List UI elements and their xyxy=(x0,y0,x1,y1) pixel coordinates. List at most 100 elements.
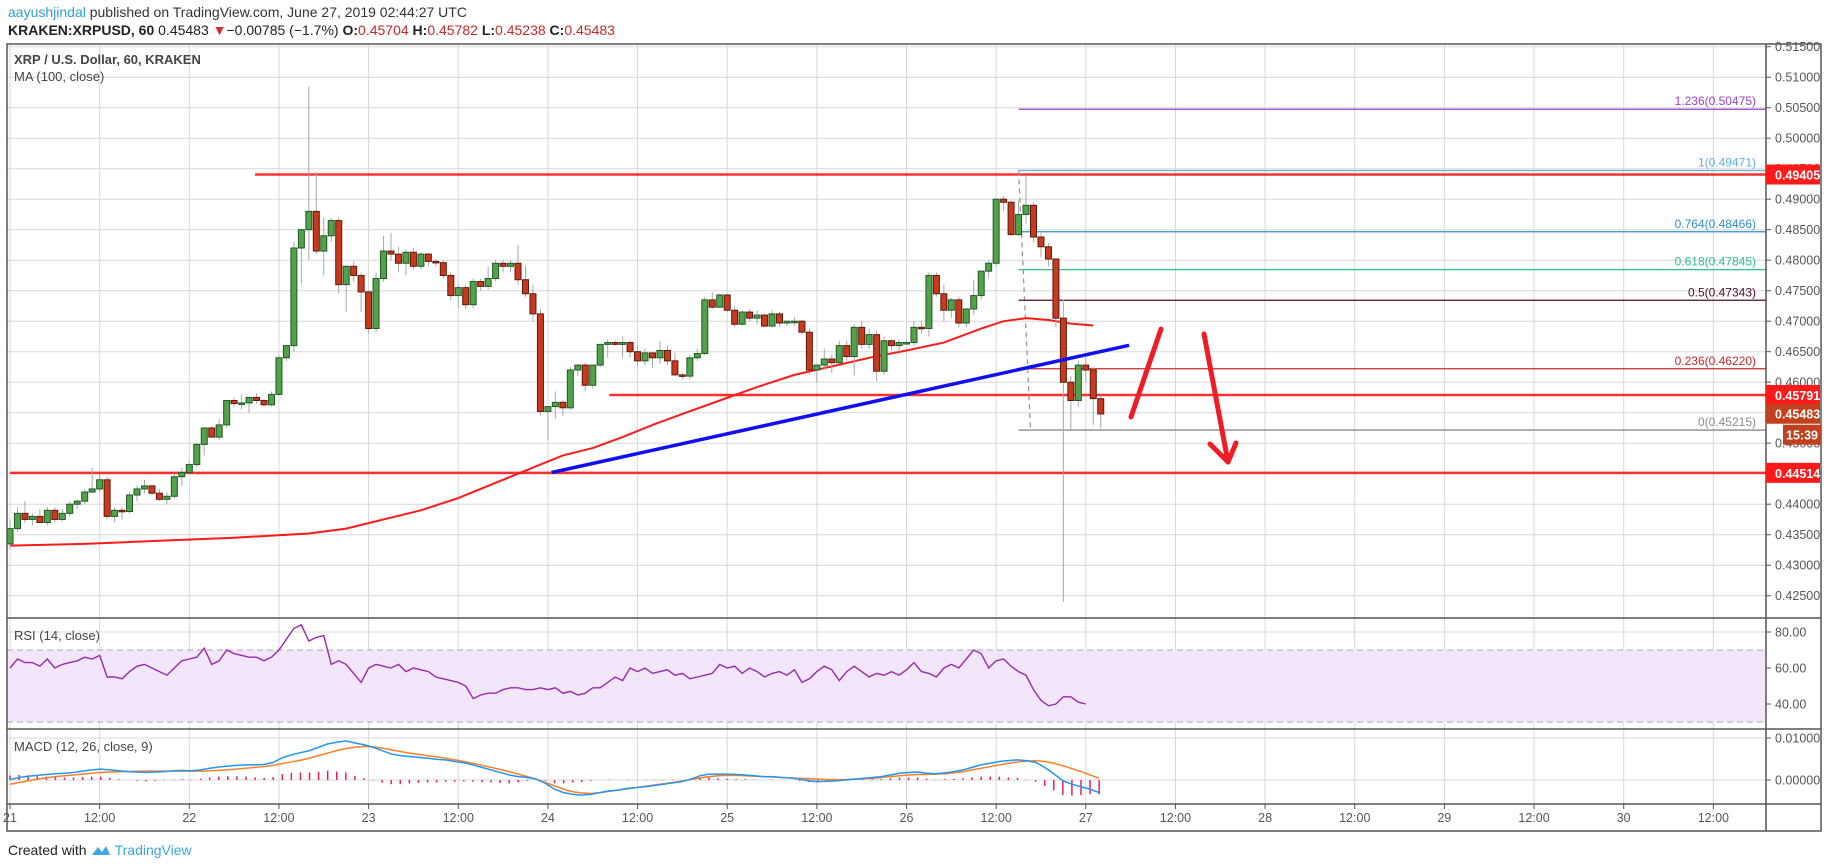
candle-up xyxy=(275,357,283,395)
candle-down xyxy=(499,262,507,267)
price-tick-label: 0.43500 xyxy=(1775,528,1820,542)
candle-down xyxy=(21,512,29,520)
rsi-band xyxy=(7,649,1766,723)
author-link[interactable]: aayushjindal xyxy=(8,4,86,20)
candle-up xyxy=(985,262,993,272)
candle-down xyxy=(843,345,851,358)
candle-up xyxy=(327,220,335,237)
candle-up xyxy=(850,326,858,358)
symbol-quote-line: KRAKEN:XRPUSD, 60 0.45483 ▼−0.00785 (−1.… xyxy=(8,22,615,38)
horizontal-levels[interactable] xyxy=(10,173,1766,475)
support-trendline[interactable] xyxy=(551,343,1130,475)
candle-up xyxy=(140,485,148,490)
time-tick-label: 23 xyxy=(362,811,376,825)
candle-up xyxy=(43,509,51,523)
bounce-line[interactable] xyxy=(1128,326,1164,420)
candle-up xyxy=(865,334,873,345)
down-arrow[interactable] xyxy=(1201,331,1231,465)
candle-up xyxy=(320,235,328,252)
candle-up xyxy=(185,464,193,473)
time-tick-label: 12:00 xyxy=(1160,811,1191,825)
candle-up xyxy=(551,401,559,408)
candle-up xyxy=(738,311,746,325)
candle-down xyxy=(805,331,813,371)
candle-up xyxy=(133,488,141,496)
candle-up xyxy=(170,476,178,497)
time-tick-label: 29 xyxy=(1437,811,1451,825)
candle-up xyxy=(1074,364,1082,401)
candle-down xyxy=(1007,201,1015,236)
candle-down xyxy=(536,313,544,412)
candle-up xyxy=(783,320,791,324)
symbol-label: KRAKEN:XRPUSD, 60 xyxy=(8,22,155,38)
candle-down xyxy=(828,358,836,364)
candle-down xyxy=(761,314,769,327)
candle-up xyxy=(574,364,582,371)
candle-down xyxy=(350,265,358,276)
price-badge xyxy=(1766,384,1820,405)
candle-down xyxy=(559,401,567,409)
candle-up xyxy=(596,343,604,366)
price-badge-label: 0.44514 xyxy=(1775,467,1820,481)
candle-up xyxy=(813,364,821,371)
candle-down xyxy=(917,326,925,330)
candle-down xyxy=(581,364,589,386)
candle-up xyxy=(716,294,724,308)
candle-up xyxy=(566,369,574,409)
candle-up xyxy=(215,424,223,438)
price-axis[interactable]: 0.515000.510000.505000.500000.495000.490… xyxy=(1766,40,1821,788)
candle-up xyxy=(342,265,350,286)
time-tick-label: 27 xyxy=(1079,811,1093,825)
annotations[interactable] xyxy=(1128,326,1239,465)
footer: Created with TradingView xyxy=(8,842,192,858)
candle-down xyxy=(746,311,754,319)
candle-down xyxy=(888,340,896,347)
candle-down xyxy=(611,342,619,345)
candle-down xyxy=(1030,204,1038,238)
candle-up xyxy=(238,402,246,405)
candle-up xyxy=(245,396,253,404)
tradingview-brand-link[interactable]: TradingView xyxy=(114,842,192,858)
time-tick-label: 12:00 xyxy=(1518,811,1549,825)
price-tick-label: 0.51500 xyxy=(1775,40,1820,54)
candle-up xyxy=(820,358,828,366)
candle-up xyxy=(544,406,552,412)
candle-down xyxy=(387,250,395,255)
open-value: 0.45704 xyxy=(358,22,409,38)
trendline[interactable] xyxy=(551,343,1130,475)
macd-path xyxy=(9,740,1100,796)
candle-up xyxy=(380,250,388,280)
time-tick-label: 12:00 xyxy=(1339,811,1370,825)
candle-up xyxy=(507,262,515,267)
fib-level-label: 0.5(0.47343) xyxy=(1688,285,1756,299)
candle-down xyxy=(858,326,866,345)
countdown-label: 15:39 xyxy=(1786,429,1818,443)
time-tick-label: 24 xyxy=(541,811,555,825)
close-key: C: xyxy=(549,22,565,38)
candle-up xyxy=(96,479,104,490)
time-tick-label: 12:00 xyxy=(263,811,294,825)
candle-up xyxy=(701,299,709,355)
high-value: 0.45782 xyxy=(427,22,478,38)
candle-up xyxy=(126,494,134,513)
time-axis[interactable]: 21 12:00 22 12:00 23 12:00 24 12:00 25 12:00 26 12:… xyxy=(3,804,1729,825)
candle-up xyxy=(454,287,462,297)
candle-down xyxy=(1037,236,1045,248)
candle-up xyxy=(992,198,1000,264)
candle-down xyxy=(873,334,881,372)
fibonacci-retracement[interactable]: 1.236(0.50475) 1(0.49471) 0.764(0.48466) 0.… xyxy=(1017,94,1766,431)
candle-up xyxy=(81,491,89,502)
time-tick-label: 22 xyxy=(182,811,196,825)
candle-up xyxy=(656,349,664,359)
candle-down xyxy=(118,509,126,513)
candle-up xyxy=(305,210,313,231)
candle-up xyxy=(947,299,955,311)
candlesticks xyxy=(6,86,1105,602)
publish-info: aayushjindal published on TradingView.co… xyxy=(8,4,467,20)
candle-up xyxy=(1022,204,1030,215)
low-key: L: xyxy=(481,22,496,38)
candle-up xyxy=(686,357,694,377)
candle-up xyxy=(589,364,597,386)
candle-up xyxy=(835,345,843,364)
